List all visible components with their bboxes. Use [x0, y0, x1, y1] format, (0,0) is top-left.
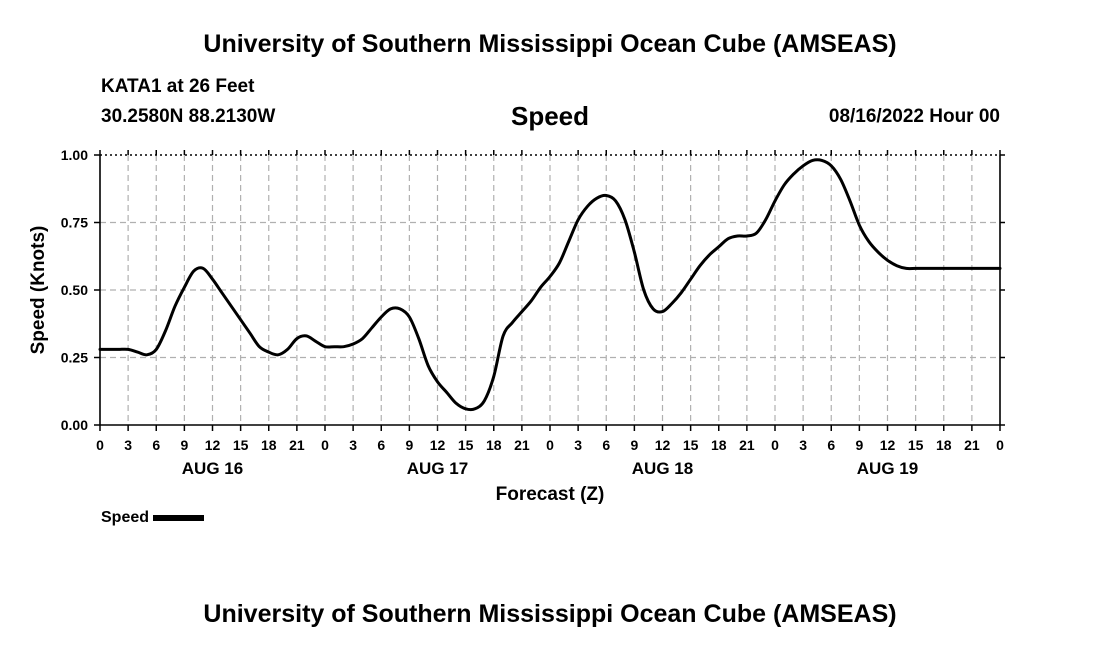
- x-tick-label: 21: [289, 437, 305, 453]
- footer-title: University of Southern Mississippi Ocean…: [203, 600, 897, 628]
- x-tick-label: 15: [908, 437, 924, 453]
- legend-label: Speed: [101, 509, 150, 526]
- x-tick-label: 9: [630, 437, 638, 453]
- x-tick-label: 9: [180, 437, 188, 453]
- x-tick-label: 3: [574, 437, 582, 453]
- x-tick-label: 0: [771, 437, 779, 453]
- x-tick-label: 21: [964, 437, 980, 453]
- chart-main-title: University of Southern Mississippi Ocean…: [203, 30, 897, 58]
- x-tick-label: 21: [739, 437, 755, 453]
- x-axis-title: Forecast (Z): [496, 484, 605, 505]
- legend-line-swatch: [153, 515, 205, 521]
- x-tick-label: 18: [711, 437, 727, 453]
- x-tick-label: 15: [233, 437, 249, 453]
- legend: Speed: [101, 509, 205, 527]
- axes: [94, 150, 1005, 431]
- forecast-date-label: 08/16/2022 Hour 00: [828, 106, 1000, 127]
- x-tick-label: 9: [855, 437, 863, 453]
- x-day-label: AUG 19: [857, 459, 918, 478]
- x-tick-label: 15: [683, 437, 699, 453]
- y-tick-label: 0.50: [61, 282, 88, 298]
- x-tick-label: 9: [405, 437, 413, 453]
- x-tick-label: 18: [936, 437, 952, 453]
- y-tick-label: 0.75: [61, 215, 88, 231]
- x-day-label: AUG 16: [182, 459, 243, 478]
- y-axis-title: Speed (Knots): [28, 226, 49, 355]
- x-tick-label: 6: [377, 437, 385, 453]
- x-tick-label: 3: [349, 437, 357, 453]
- coordinates-label: 30.2580N 88.2130W: [101, 106, 276, 127]
- grid-lines: [100, 155, 1000, 425]
- x-tick-label: 3: [124, 437, 132, 453]
- y-tick-label: 0.00: [61, 417, 88, 433]
- x-tick-label: 3: [799, 437, 807, 453]
- y-tick-label: 0.25: [61, 350, 88, 366]
- x-tick-label: 0: [321, 437, 329, 453]
- chart-title: Speed: [510, 101, 590, 131]
- x-tick-label: 0: [96, 437, 104, 453]
- x-tick-label: 18: [261, 437, 277, 453]
- x-tick-label: 6: [827, 437, 835, 453]
- x-tick-label: 0: [996, 437, 1004, 453]
- x-tick-label: 12: [655, 437, 671, 453]
- x-tick-label: 12: [430, 437, 446, 453]
- x-day-label: AUG 18: [632, 459, 693, 478]
- x-tick-label: 0: [546, 437, 554, 453]
- x-tick-label: 12: [880, 437, 896, 453]
- x-day-label: AUG 17: [407, 459, 468, 478]
- x-tick-label: 6: [602, 437, 610, 453]
- tick-labels: 0 3 6 9 12 15 18 21 0 3 6 9 12 15 18 21 0 3 6 9 12 15 18 21 0 3 6 9…: [61, 147, 1004, 478]
- x-tick-label: 12: [205, 437, 221, 453]
- x-tick-label: 6: [152, 437, 160, 453]
- station-label: KATA1 at 26 Feet: [101, 76, 255, 97]
- x-tick-label: 21: [514, 437, 530, 453]
- y-tick-label: 1.00: [61, 147, 88, 163]
- x-tick-label: 15: [458, 437, 474, 453]
- series-layer: [98, 158, 1002, 412]
- x-tick-label: 18: [486, 437, 502, 453]
- speed-series-line: [98, 158, 1002, 412]
